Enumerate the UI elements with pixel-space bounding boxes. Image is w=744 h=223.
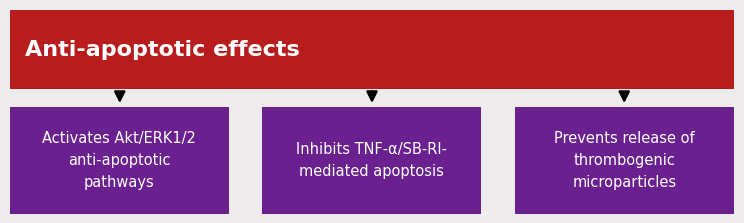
FancyBboxPatch shape [10, 10, 734, 89]
FancyBboxPatch shape [10, 107, 229, 214]
FancyBboxPatch shape [515, 107, 734, 214]
Text: Inhibits TNF-α/SB-RI-
mediated apoptosis: Inhibits TNF-α/SB-RI- mediated apoptosis [296, 142, 447, 179]
Text: Prevents release of
thrombogenic
microparticles: Prevents release of thrombogenic micropa… [554, 131, 695, 190]
FancyBboxPatch shape [262, 107, 481, 214]
Text: Activates Akt/ERK1/2
anti-apoptotic
pathways: Activates Akt/ERK1/2 anti-apoptotic path… [42, 131, 196, 190]
Text: Anti-apoptotic effects: Anti-apoptotic effects [25, 40, 299, 60]
